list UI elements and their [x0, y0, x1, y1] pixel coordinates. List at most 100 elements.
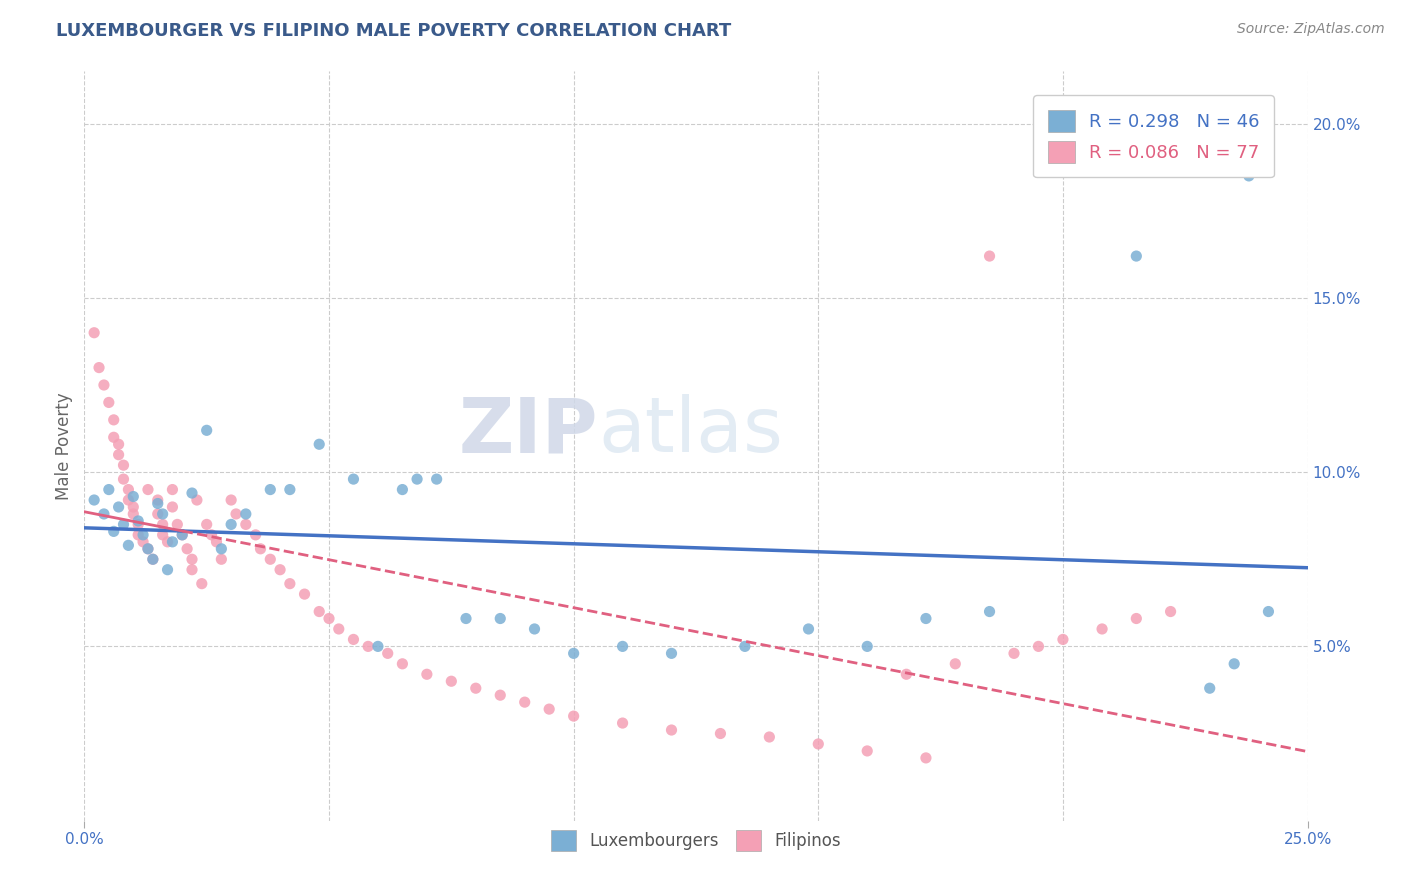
Point — [166, 517, 188, 532]
Point — [127, 517, 149, 532]
Point — [758, 730, 780, 744]
Point — [186, 493, 208, 508]
Text: atlas: atlas — [598, 394, 783, 468]
Point — [513, 695, 536, 709]
Point — [200, 528, 222, 542]
Point — [308, 437, 330, 451]
Point — [146, 493, 169, 508]
Point — [259, 552, 281, 566]
Point — [377, 646, 399, 660]
Point — [797, 622, 820, 636]
Point — [562, 709, 585, 723]
Point — [915, 611, 938, 625]
Point — [209, 541, 232, 556]
Point — [172, 528, 194, 542]
Point — [278, 576, 301, 591]
Point — [122, 507, 145, 521]
Point — [97, 483, 120, 497]
Point — [915, 751, 938, 765]
Point — [391, 657, 413, 671]
Point — [416, 667, 439, 681]
Point — [132, 534, 155, 549]
Point — [318, 611, 340, 625]
Point — [122, 500, 145, 514]
Point — [107, 500, 129, 514]
Point — [489, 611, 512, 625]
Point — [127, 514, 149, 528]
Point — [112, 517, 135, 532]
Point — [661, 723, 683, 737]
Point — [136, 483, 159, 497]
Point — [342, 632, 364, 647]
Point — [1198, 681, 1220, 696]
Point — [117, 493, 139, 508]
Point — [979, 605, 1001, 619]
Point — [87, 360, 110, 375]
Point — [1125, 611, 1147, 625]
Point — [107, 448, 129, 462]
Point — [709, 726, 731, 740]
Point — [142, 552, 165, 566]
Point — [205, 534, 228, 549]
Point — [1160, 605, 1182, 619]
Point — [117, 538, 139, 552]
Point — [856, 640, 879, 654]
Point — [225, 507, 247, 521]
Point — [979, 249, 1001, 263]
Point — [661, 646, 683, 660]
Point — [235, 507, 257, 521]
Point — [249, 541, 271, 556]
Point — [856, 744, 879, 758]
Point — [342, 472, 364, 486]
Point — [162, 483, 184, 497]
Point — [235, 517, 257, 532]
Point — [191, 576, 214, 591]
Point — [181, 486, 204, 500]
Point — [156, 563, 179, 577]
Point — [612, 716, 634, 731]
Point — [112, 472, 135, 486]
Point — [943, 657, 966, 671]
Point — [1028, 640, 1050, 654]
Point — [308, 605, 330, 619]
Point — [357, 640, 380, 654]
Point — [328, 622, 350, 636]
Point — [162, 534, 184, 549]
Point — [152, 528, 174, 542]
Point — [426, 472, 449, 486]
Point — [103, 413, 125, 427]
Point — [523, 622, 546, 636]
Point — [734, 640, 756, 654]
Point — [1091, 622, 1114, 636]
Point — [219, 517, 242, 532]
Point — [219, 493, 242, 508]
Point — [612, 640, 634, 654]
Point — [146, 496, 169, 510]
Point — [152, 517, 174, 532]
Point — [269, 563, 291, 577]
Point — [142, 552, 165, 566]
Point — [181, 552, 204, 566]
Point — [136, 541, 159, 556]
Point — [132, 528, 155, 542]
Point — [245, 528, 267, 542]
Point — [1125, 249, 1147, 263]
Point — [176, 541, 198, 556]
Text: Source: ZipAtlas.com: Source: ZipAtlas.com — [1237, 22, 1385, 37]
Point — [209, 552, 232, 566]
Point — [93, 378, 115, 392]
Point — [1257, 605, 1279, 619]
Point — [807, 737, 830, 751]
Point — [103, 524, 125, 539]
Point — [489, 688, 512, 702]
Point — [278, 483, 301, 497]
Point — [112, 458, 135, 472]
Point — [1052, 632, 1074, 647]
Point — [172, 528, 194, 542]
Point — [97, 395, 120, 409]
Point — [367, 640, 389, 654]
Point — [1002, 646, 1025, 660]
Legend: Luxembourgers, Filipinos: Luxembourgers, Filipinos — [544, 823, 848, 857]
Point — [146, 507, 169, 521]
Point — [162, 500, 184, 514]
